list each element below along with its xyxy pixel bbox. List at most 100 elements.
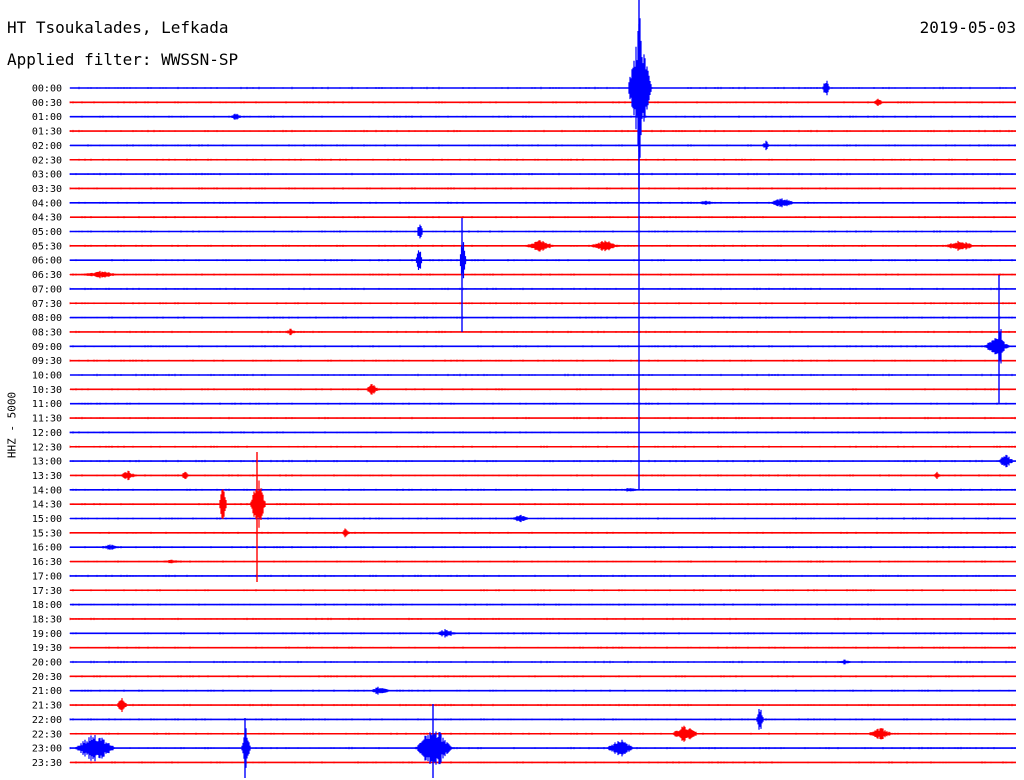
trace-noise <box>69 503 1016 506</box>
trace-noise <box>69 172 1016 176</box>
seismic-burst <box>524 240 556 252</box>
trace-noise <box>69 746 1016 750</box>
trace-noise <box>69 732 1016 735</box>
seismic-burst <box>867 728 893 740</box>
time-label: 04:30 <box>32 213 62 224</box>
time-label: 09:30 <box>32 356 62 367</box>
time-label: 20:30 <box>32 672 62 683</box>
time-label: 19:00 <box>32 629 62 640</box>
time-label: 15:30 <box>32 528 62 539</box>
seismic-burst <box>762 140 770 151</box>
time-labels: 00:00 00:30 01:00 01:30 02:00 02:30 03:00 03:30… <box>32 84 62 769</box>
time-label: 12:30 <box>32 442 62 453</box>
channel-label: HHZ - 5000 <box>5 391 19 459</box>
trace-noise <box>69 574 1016 578</box>
seismic-burst <box>369 686 391 695</box>
time-label: 00:30 <box>32 98 62 109</box>
time-label: 14:00 <box>32 485 62 496</box>
trace-noise <box>69 675 1016 678</box>
trace-noise <box>69 302 1016 305</box>
time-label: 02:30 <box>32 155 62 166</box>
trace-noise <box>69 703 1016 707</box>
time-label: 01:30 <box>32 127 62 138</box>
record-date: 2019-05-03 <box>919 18 1016 37</box>
time-label: 12:00 <box>32 428 62 439</box>
seismic-burst <box>435 629 457 638</box>
time-label: 15:00 <box>32 514 62 525</box>
seismic-burst <box>117 698 127 712</box>
seismic-burst <box>286 328 296 336</box>
seismic-burst <box>671 725 699 742</box>
trace-noise <box>69 216 1016 219</box>
time-label: 19:30 <box>32 643 62 654</box>
trace-noise <box>69 459 1016 463</box>
trace-noise <box>69 474 1016 477</box>
seismic-burst <box>98 544 122 550</box>
time-label: 06:30 <box>32 270 62 281</box>
trace-lines <box>69 86 1016 764</box>
time-label: 08:00 <box>32 313 62 324</box>
trace-noise <box>69 287 1016 291</box>
time-label: 05:00 <box>32 227 62 238</box>
trace-noise <box>69 445 1016 448</box>
time-label: 11:00 <box>32 399 62 410</box>
seismic-burst <box>872 98 884 106</box>
trace-noise <box>69 488 1016 491</box>
time-label: 18:00 <box>32 600 62 611</box>
time-label: 09:00 <box>32 342 62 353</box>
time-label: 03:00 <box>32 170 62 181</box>
trace-noise <box>69 761 1016 764</box>
seismic-burst <box>79 270 121 279</box>
time-label: 10:00 <box>32 371 62 382</box>
time-label: 23:30 <box>32 758 62 769</box>
time-label: 13:00 <box>32 457 62 468</box>
trace-noise <box>69 273 1016 276</box>
seismic-burst <box>822 80 830 96</box>
seismic-burst <box>417 224 423 239</box>
time-label: 16:00 <box>32 543 62 554</box>
seismic-burst <box>628 18 652 158</box>
seismic-burst <box>415 731 453 765</box>
station-title: HT Tsoukalades, Lefkada <box>7 18 229 37</box>
seismic-burst <box>944 240 976 251</box>
seismic-burst <box>837 659 853 665</box>
time-label: 01:00 <box>32 112 62 123</box>
time-label: 02:00 <box>32 141 62 152</box>
time-label: 07:30 <box>32 299 62 310</box>
seismic-burst <box>230 113 242 120</box>
seismic-burst <box>459 242 467 279</box>
time-label: 22:30 <box>32 729 62 740</box>
time-label: 16:30 <box>32 557 62 568</box>
seismic-burst <box>606 739 634 757</box>
trace-noise <box>69 316 1016 319</box>
trace-noise <box>69 431 1016 434</box>
trace-noise <box>69 144 1016 147</box>
time-label: 20:00 <box>32 658 62 669</box>
seismic-burst <box>983 338 1011 355</box>
trace-noise <box>69 660 1016 664</box>
trace-noise <box>69 187 1016 190</box>
seismic-burst <box>219 489 227 519</box>
trace-noise <box>69 129 1016 133</box>
trace-noise <box>69 345 1013 348</box>
trace-noise <box>69 388 1016 391</box>
trace-noise <box>69 158 1016 161</box>
trace-noise <box>69 531 1016 534</box>
trace-noise <box>69 517 1016 520</box>
seismic-burst <box>510 514 530 523</box>
time-label: 21:30 <box>32 701 62 712</box>
trace-noise <box>69 259 1016 262</box>
time-label: 18:30 <box>32 614 62 625</box>
time-label: 08:30 <box>32 327 62 338</box>
trace-noise <box>69 359 1016 362</box>
seismic-burst <box>589 240 621 252</box>
time-label: 17:00 <box>32 571 62 582</box>
seismic-burst <box>250 480 266 528</box>
seismic-burst <box>74 735 116 762</box>
time-label: 03:30 <box>32 184 62 195</box>
time-label: 11:30 <box>32 414 62 425</box>
time-label: 13:30 <box>32 471 62 482</box>
time-label: 07:00 <box>32 284 62 295</box>
trace-noise <box>69 330 1016 334</box>
